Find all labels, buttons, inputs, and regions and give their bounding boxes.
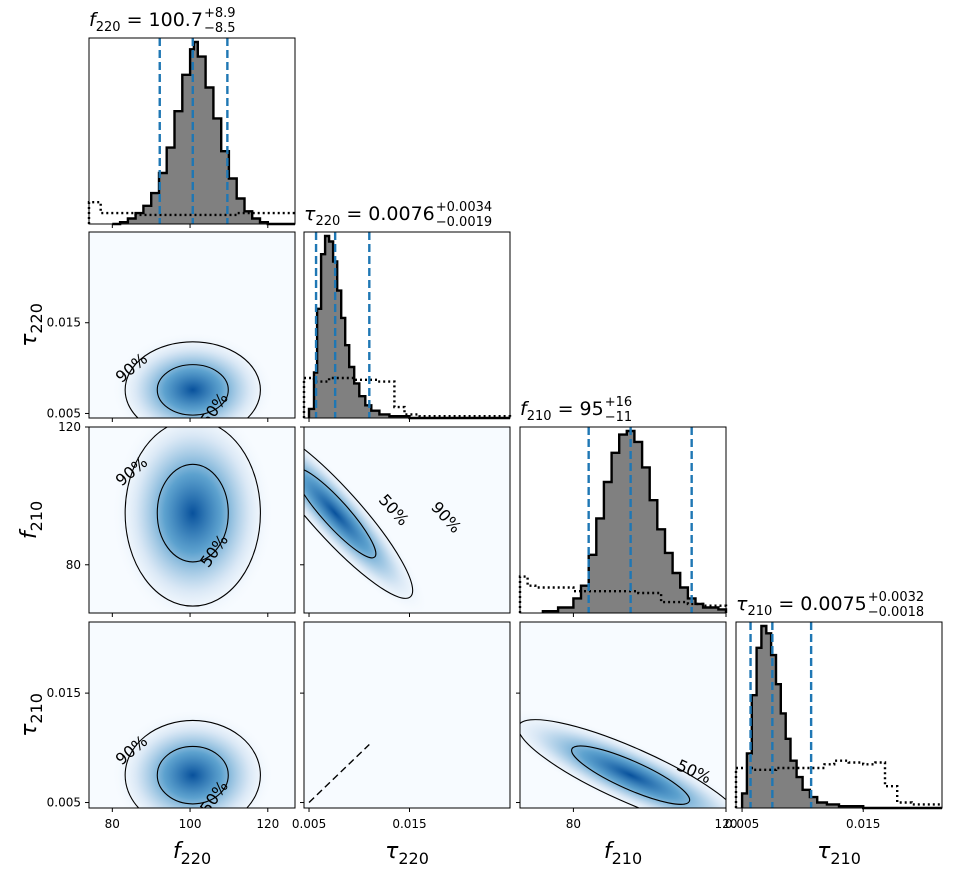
prior-hist-f210 bbox=[518, 575, 728, 613]
contour-90-f220-tau220 bbox=[124, 341, 261, 418]
density-f220-tau210: 50%90% bbox=[111, 709, 274, 808]
panel-title-minus-f220: −8.5 bbox=[204, 21, 236, 36]
panel-title-tau220: τ220 = 0.0076 bbox=[304, 203, 435, 229]
xlabel-f220: f220 bbox=[173, 839, 211, 868]
posterior-fill-tau220 bbox=[309, 236, 510, 418]
panel-title-plus-f210: +16 bbox=[605, 395, 632, 410]
xtick-label-tau210: 0.005 bbox=[725, 817, 759, 831]
xtick-label-f220: 120 bbox=[256, 817, 279, 831]
panel-title-minus-tau220: −0.0019 bbox=[436, 215, 492, 230]
density-bg-tau220-tau210 bbox=[304, 622, 510, 808]
contour-90-f220-f210 bbox=[124, 427, 261, 607]
ylabel-tau210: τ210 bbox=[17, 693, 46, 737]
panel-title-f220: f220 = 100.7 bbox=[89, 9, 203, 35]
prior-hist-tau210 bbox=[734, 759, 942, 808]
ytick-label-f210: 80 bbox=[66, 558, 81, 572]
contour-90-tau220-f210 bbox=[304, 427, 414, 599]
xtick-label-f220: 80 bbox=[105, 817, 120, 831]
density-tau220-tau210 bbox=[308, 744, 370, 804]
posterior-hist-tau220 bbox=[307, 234, 510, 420]
posterior-fill-f210 bbox=[542, 431, 726, 613]
posterior-fill-f220 bbox=[112, 42, 295, 224]
ylabel-f210: f210 bbox=[17, 501, 46, 539]
panel-title-plus-tau210: +0.0032 bbox=[868, 590, 924, 605]
panel-title-plus-tau220: +0.0034 bbox=[436, 200, 492, 215]
panel-title-minus-tau210: −0.0018 bbox=[868, 605, 924, 620]
xtick-label-f210: 80 bbox=[566, 817, 581, 831]
panel-frame-f220-f210 bbox=[88, 426, 296, 614]
xlabel-tau210: τ210 bbox=[817, 839, 861, 868]
xtick-label-f220: 100 bbox=[179, 817, 202, 831]
contour-50-f220-tau220 bbox=[156, 364, 229, 416]
xtick-label-tau210: 0.015 bbox=[846, 817, 880, 831]
panel-frame-f210-tau210 bbox=[519, 621, 727, 809]
density-blob-f220-f210 bbox=[111, 427, 274, 613]
ytick-label-tau210: 0.005 bbox=[47, 796, 81, 810]
contour-90-f220-tau210 bbox=[124, 719, 261, 808]
xtick-label-tau220: 0.005 bbox=[292, 817, 326, 831]
ytick-label-tau210: 0.015 bbox=[47, 686, 81, 700]
ytick-label-f210: 120 bbox=[58, 420, 81, 434]
density-f220-f210: 50%90% bbox=[111, 427, 274, 613]
density-blob-f220-tau210 bbox=[111, 709, 274, 808]
contour-90-f210-tau210 bbox=[520, 719, 726, 808]
panel-frame-tau210 bbox=[735, 621, 943, 809]
density-blob-f210-tau210 bbox=[520, 708, 726, 808]
posterior-hist-f210 bbox=[541, 429, 728, 613]
contour-degenerate-tau220-tau210 bbox=[308, 744, 370, 804]
ylabel-tau220: τ220 bbox=[17, 303, 46, 347]
contour-50-tau220-f210 bbox=[304, 467, 377, 559]
panel-frame-f210 bbox=[519, 426, 727, 614]
panel-title-tau210: τ210 = 0.0075 bbox=[736, 593, 867, 619]
xlabel-tau220: τ220 bbox=[385, 839, 429, 868]
panel-frame-tau220 bbox=[303, 231, 511, 419]
xtick-label-tau220: 0.015 bbox=[392, 817, 426, 831]
contour-50-f220-tau210 bbox=[156, 745, 229, 805]
density-blob-f220-tau220 bbox=[111, 332, 274, 418]
posterior-hist-tau210 bbox=[740, 624, 942, 810]
xtick-label-f210: 120 bbox=[715, 817, 738, 831]
panel-title-plus-f220: +8.9 bbox=[204, 6, 236, 21]
ytick-label-tau220: 0.015 bbox=[47, 316, 81, 330]
panel-frame-f220-tau220 bbox=[88, 231, 296, 419]
contour-50-f210-tau210 bbox=[571, 745, 691, 805]
panel-frame-f220 bbox=[88, 37, 296, 225]
density-blob-tau220-f210 bbox=[304, 427, 429, 613]
xlabel-f210: f210 bbox=[604, 839, 642, 868]
panel-title-f210: f210 = 95 bbox=[520, 398, 604, 424]
ytick-label-tau220: 0.005 bbox=[47, 406, 81, 420]
contour-50-f220-f210 bbox=[156, 463, 229, 563]
panel-frame-f220-tau210 bbox=[88, 621, 296, 809]
prior-hist-f220 bbox=[87, 201, 295, 224]
posterior-fill-tau210 bbox=[742, 626, 942, 808]
panel-title-minus-f210: −11 bbox=[605, 410, 632, 425]
panel-frame-tau220-tau210 bbox=[303, 621, 511, 809]
panel-frame-tau220-f210 bbox=[303, 426, 511, 614]
